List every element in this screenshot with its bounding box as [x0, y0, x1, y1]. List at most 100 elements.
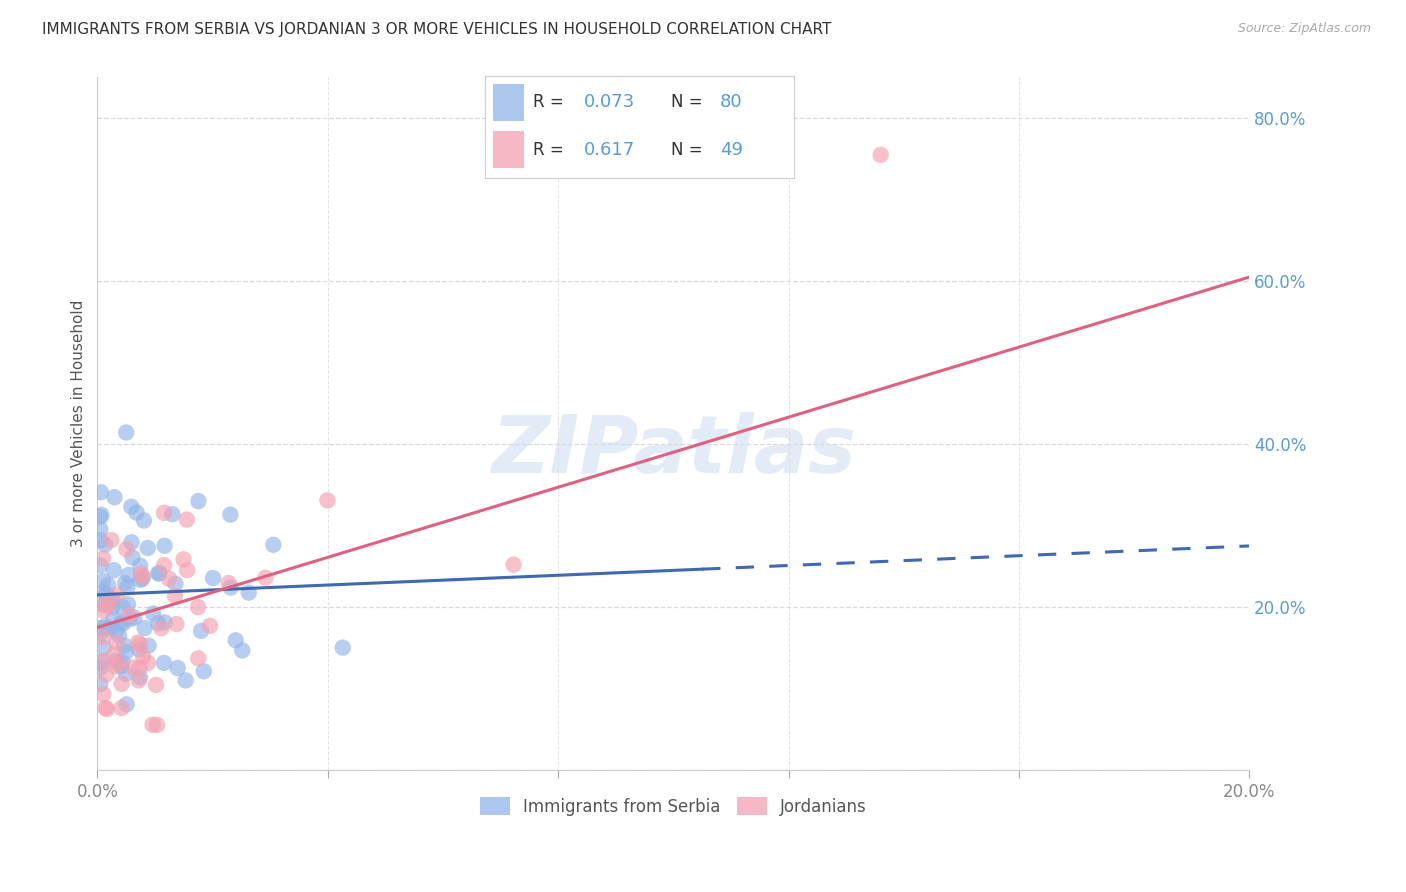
Point	[202, 571, 225, 585]
Point	[231, 643, 253, 657]
Point	[118, 612, 141, 626]
Point	[163, 589, 186, 603]
Point	[93, 687, 115, 701]
Point	[105, 635, 128, 649]
Point	[132, 514, 155, 528]
Point	[219, 508, 242, 522]
Point	[225, 633, 247, 648]
Point	[132, 649, 155, 664]
Point	[129, 670, 152, 684]
Text: R =: R =	[533, 141, 569, 159]
Point	[115, 425, 138, 440]
Point	[93, 640, 115, 655]
Point	[120, 500, 142, 514]
Point	[105, 624, 128, 638]
Point	[91, 654, 114, 668]
Point	[111, 677, 134, 691]
Point	[94, 537, 117, 551]
Point	[110, 659, 132, 673]
Point	[101, 592, 124, 607]
Text: ZIPatlas: ZIPatlas	[491, 412, 856, 491]
Point	[153, 558, 176, 573]
Point	[502, 558, 524, 572]
Point	[100, 533, 122, 547]
Point	[187, 600, 209, 615]
Point	[111, 655, 134, 669]
Point	[89, 509, 111, 524]
Point	[124, 610, 146, 624]
Point	[254, 571, 277, 585]
Point	[134, 621, 156, 635]
Point	[131, 572, 153, 586]
Point	[111, 616, 134, 631]
Point	[128, 673, 150, 688]
Point	[107, 657, 129, 671]
Point	[165, 576, 187, 591]
Point	[166, 661, 188, 675]
Point	[108, 628, 131, 642]
Text: Source: ZipAtlas.com: Source: ZipAtlas.com	[1237, 22, 1371, 36]
Point	[121, 550, 143, 565]
Point	[153, 539, 176, 553]
Point	[91, 630, 114, 644]
Point	[142, 717, 165, 731]
Point	[176, 563, 198, 577]
Point	[103, 563, 125, 577]
Point	[115, 698, 138, 712]
Point	[115, 542, 138, 557]
Point	[174, 673, 197, 688]
Point	[97, 598, 120, 612]
Point	[89, 533, 111, 548]
Point	[103, 648, 125, 662]
Point	[127, 635, 149, 649]
Point	[93, 598, 115, 612]
Point	[100, 591, 122, 606]
Point	[89, 523, 111, 537]
Point	[136, 656, 159, 670]
Text: IMMIGRANTS FROM SERBIA VS JORDANIAN 3 OR MORE VEHICLES IN HOUSEHOLD CORRELATION : IMMIGRANTS FROM SERBIA VS JORDANIAN 3 OR…	[42, 22, 831, 37]
Point	[129, 566, 152, 581]
Point	[153, 656, 176, 670]
Point	[146, 718, 169, 732]
Point	[90, 485, 112, 500]
Text: 0.617: 0.617	[583, 141, 636, 159]
Point	[110, 615, 132, 630]
Point	[117, 580, 139, 594]
Point	[89, 660, 111, 674]
Bar	[492, 131, 523, 168]
Point	[125, 506, 148, 520]
Point	[153, 506, 176, 520]
Point	[94, 598, 117, 612]
Point	[128, 638, 150, 652]
Point	[90, 508, 112, 522]
Point	[146, 616, 169, 631]
Point	[101, 600, 124, 615]
Point	[118, 608, 141, 623]
Point	[132, 570, 155, 584]
Point	[101, 612, 124, 626]
Point	[117, 597, 139, 611]
Point	[162, 507, 184, 521]
Point	[103, 490, 125, 504]
Point	[94, 701, 117, 715]
Point	[316, 493, 339, 508]
Point	[129, 558, 152, 573]
Text: 49: 49	[720, 141, 744, 159]
Point	[176, 513, 198, 527]
Point	[97, 578, 120, 592]
Point	[96, 702, 118, 716]
Point	[187, 494, 209, 508]
Point	[104, 654, 127, 668]
Point	[869, 148, 891, 162]
Point	[150, 621, 173, 635]
Point	[187, 651, 209, 665]
Point	[219, 581, 242, 595]
Point	[136, 541, 159, 555]
Point	[148, 566, 170, 581]
Point	[105, 588, 128, 602]
Point	[89, 558, 111, 573]
Legend: Immigrants from Serbia, Jordanians: Immigrants from Serbia, Jordanians	[471, 789, 876, 824]
Point	[89, 626, 111, 640]
Point	[112, 639, 135, 653]
Point	[97, 621, 120, 635]
